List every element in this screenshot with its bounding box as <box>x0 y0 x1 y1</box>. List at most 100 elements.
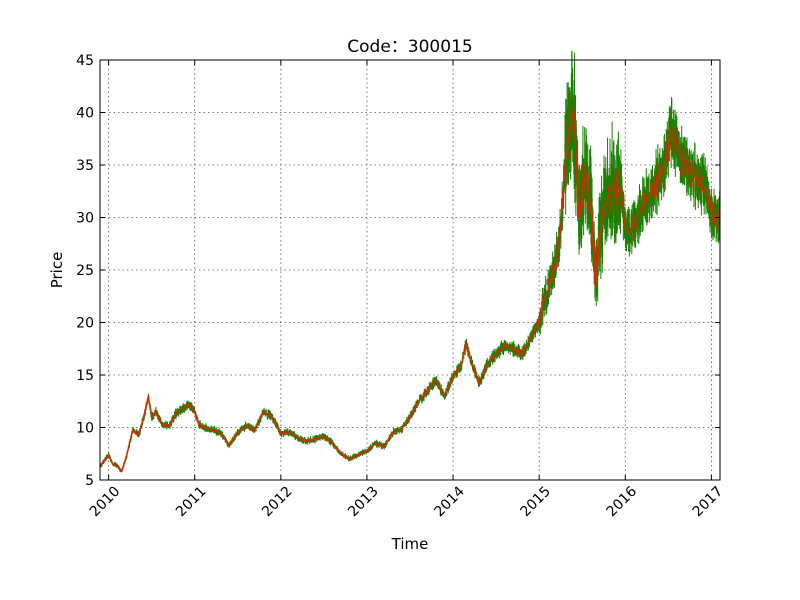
candle-body <box>629 223 631 225</box>
candle-body <box>187 403 189 405</box>
candle-body <box>483 368 486 371</box>
candle-body <box>496 354 498 357</box>
candle-body <box>448 385 450 388</box>
candle-body <box>463 357 465 359</box>
candle-body <box>581 218 583 226</box>
candle-body <box>254 430 256 432</box>
candle-body <box>678 138 680 146</box>
candle-body <box>603 188 605 201</box>
candle-body <box>269 413 272 415</box>
candle-body <box>704 189 706 197</box>
candle-body <box>565 132 567 148</box>
candle-body <box>500 350 502 352</box>
candle-body <box>249 425 252 427</box>
candle-body <box>534 326 536 328</box>
candle-body <box>619 195 621 216</box>
candle-body <box>455 370 457 372</box>
candle-body <box>619 171 622 211</box>
candle-body <box>200 423 202 425</box>
candle-body <box>617 167 620 196</box>
candle-body <box>269 415 271 418</box>
candle-body <box>682 145 684 156</box>
candle-body <box>450 382 453 383</box>
candle-body <box>693 177 695 190</box>
candle-body <box>579 216 581 235</box>
candle-body <box>663 165 665 183</box>
candle-body <box>491 354 493 359</box>
candle-body <box>709 210 712 221</box>
candle-body <box>686 176 688 180</box>
candle-body <box>298 440 300 442</box>
candle-body <box>484 373 486 375</box>
candle-body <box>623 207 625 209</box>
y-tick-label: 15 <box>76 368 94 384</box>
candle-body <box>210 427 213 429</box>
candle-body <box>597 278 599 280</box>
candle-body <box>691 178 693 181</box>
candle-body <box>264 413 266 416</box>
candle-body <box>605 186 608 205</box>
candle-body <box>246 427 248 428</box>
candle-body <box>353 455 355 457</box>
candle-body <box>702 177 704 182</box>
candle-body <box>392 434 394 436</box>
candle-body <box>540 316 542 320</box>
candle-body <box>364 452 366 454</box>
candle-body <box>628 240 630 246</box>
y-tick-label: 10 <box>76 421 94 437</box>
candle-body <box>367 450 370 452</box>
candle-body <box>217 430 220 432</box>
candle-body <box>318 438 320 440</box>
candle-body <box>211 430 214 432</box>
candle-body <box>492 360 494 362</box>
candle-body <box>690 165 692 169</box>
candle-body <box>450 378 452 380</box>
candle-body <box>613 176 615 200</box>
candle-body <box>499 350 501 354</box>
price-series <box>99 50 721 473</box>
candle-body <box>241 430 243 432</box>
candle-body <box>428 390 430 392</box>
candle-body <box>687 157 689 165</box>
candle-body <box>711 200 713 218</box>
candle-body <box>183 407 185 411</box>
candle-body <box>669 116 672 126</box>
candle-body <box>630 234 632 236</box>
candle-body <box>199 425 201 427</box>
candle-body <box>553 276 556 278</box>
candle-body <box>672 154 674 156</box>
candle-body <box>398 432 400 434</box>
candle-body <box>465 342 468 343</box>
x-tick-label: 2012 <box>259 484 296 521</box>
chart-title: Code：300015 <box>347 37 472 57</box>
candle-body <box>204 428 206 429</box>
candle-body <box>528 340 531 344</box>
candle-body <box>618 188 620 215</box>
candle-body <box>287 433 289 434</box>
axis-ticks: 2010 2011 2012 2013 2014 2015 2016 201751015202… <box>76 53 726 520</box>
candle-body <box>413 410 415 412</box>
y-tick-label: 20 <box>76 316 94 332</box>
candle-body <box>566 166 568 168</box>
candle-body <box>450 383 452 385</box>
candle-body <box>660 162 662 164</box>
candle-body <box>510 345 512 348</box>
candle-body <box>680 147 682 155</box>
candle-body <box>346 455 348 457</box>
candle-body <box>647 180 649 184</box>
candle-body <box>419 396 422 399</box>
candle-body <box>495 354 497 357</box>
candle-body <box>203 425 205 429</box>
candle-body <box>706 183 708 188</box>
candle-body <box>178 412 180 415</box>
candle-body <box>613 168 615 170</box>
x-tick-label: 2011 <box>173 484 210 521</box>
candle-body <box>674 124 676 135</box>
candle-body <box>547 299 549 302</box>
candle-body <box>263 409 265 411</box>
candle-body <box>384 446 386 448</box>
y-tick-label: 5 <box>85 473 94 489</box>
candle-body <box>265 411 267 414</box>
candle-body <box>610 194 612 218</box>
